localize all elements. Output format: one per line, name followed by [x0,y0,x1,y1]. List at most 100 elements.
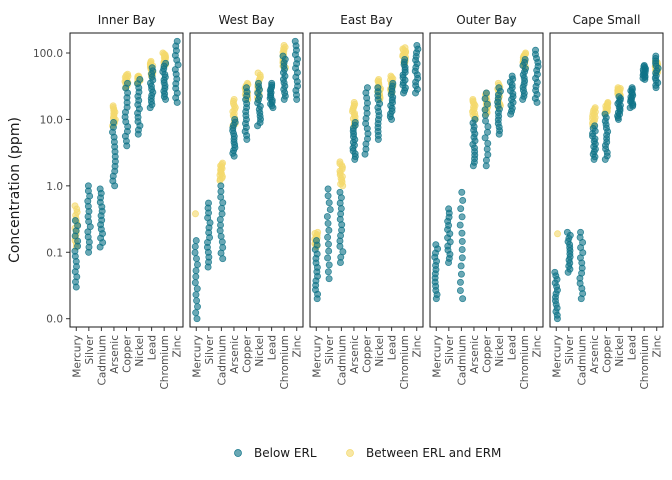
point-below-erl [324,254,332,262]
facet-strip-label: West Bay [218,13,274,27]
x-tick-label: Zinc [412,335,424,358]
point-below-erl [413,41,421,49]
point-between-erl-erm [604,99,612,106]
y-tick-label: 0.0 [46,314,63,326]
point-below-erl [71,217,79,225]
x-tick-label: Silver [84,334,96,364]
point-below-erl [401,55,409,63]
point-below-erl [456,278,464,286]
facet-east-bay: East Bay Mercury Silver Cadmium Arsenic Coppe… [309,13,424,390]
point-below-erl [482,156,490,164]
point-below-erl [192,291,200,299]
y-axis: 0.0 0.1 1.0 10.0 100.0 [33,48,70,326]
point-below-erl [324,185,332,193]
legend-label: Below ERL [254,446,317,460]
point-below-erl [136,75,144,83]
point-below-erl [325,226,333,234]
point-below-erl [432,241,440,249]
point-below-erl [551,268,559,276]
facet-strip-label: East Bay [340,13,392,27]
point-below-erl [481,111,489,119]
x-tick-label: Lead [387,335,399,360]
point-below-erl [458,229,466,237]
x-tick-label: Mercury [71,335,83,378]
point-below-erl [325,275,333,283]
facet-west-bay: West Bay Mercury Silver Cadmium Arsenic Coppe… [189,13,304,390]
point-below-erl [324,233,332,241]
point-below-erl [484,139,492,147]
point-below-erl [457,270,465,278]
x-tick-label: Chromium [399,335,411,390]
facet-inner-bay: Inner Bay Mercury Silver Cadmium Arsenic Copp… [69,13,184,390]
x-tick-label: Nickel [494,335,506,367]
x-tick-label: Arsenic [469,335,481,374]
point-below-erl [456,287,464,294]
point-below-erl [231,115,239,123]
point-below-erl [481,134,489,142]
point-below-erl [217,249,225,257]
point-below-erl [459,197,467,204]
x-tick-label: Cadmium [456,335,468,385]
point-below-erl [374,84,382,92]
point-below-erl [193,285,201,293]
point-below-erl [216,216,224,223]
point-below-erl [313,237,320,245]
point-between-erl-erm [219,159,226,167]
legend-swatch [234,449,242,457]
x-tick-label: Nickel [254,335,266,367]
point-below-erl [205,199,212,207]
point-below-erl [96,185,104,193]
x-tick-label: Copper [362,334,374,373]
point-below-erl [456,221,464,229]
x-tick-label: Cadmium [336,335,348,385]
point-below-erl [218,210,226,218]
facet-outer-bay: Outer Bay Mercury Silver Cadmium Arsenic Copp… [429,13,544,390]
point-below-erl [148,64,156,72]
x-tick-label: Arsenic [349,335,361,374]
x-tick-label: Copper [602,334,614,373]
point-below-erl [325,199,333,207]
point-between-erl-erm [192,210,199,218]
point-below-erl [563,228,571,236]
point-below-erl [615,93,623,101]
point-below-erl [291,37,299,45]
point-below-erl [192,309,200,317]
x-tick-label: Zinc [172,335,184,358]
x-tick-label: Lead [267,335,279,360]
x-tick-label: Zinc [652,335,664,358]
x-tick-label: Chromium [639,335,651,390]
point-below-erl [194,303,201,311]
x-tick-label: Cadmium [96,335,108,385]
x-tick-label: Chromium [279,335,291,390]
point-between-erl-erm [336,158,344,166]
x-tick-label: Mercury [191,335,203,378]
x-tick-label: Lead [627,335,639,360]
point-between-erl-erm [387,72,395,80]
x-tick-label: Zinc [532,335,544,358]
facet-cape-small: Cape Small Mercury Silver Cadmium Arsenic Cop… [549,13,664,390]
point-below-erl [640,61,648,69]
x-tick-label: Nickel [614,335,626,367]
point-below-erl [458,237,466,245]
point-below-erl [124,79,131,87]
x-tick-label: Silver [444,334,456,364]
point-below-erl [193,297,201,305]
point-below-erl [193,255,200,263]
x-tick-label: Cadmium [216,335,228,385]
point-below-erl [495,84,503,92]
point-below-erl [326,206,334,214]
point-below-erl [192,237,200,245]
x-tick-label: Arsenic [109,335,121,374]
x-tick-label: Silver [204,334,216,364]
point-between-erl-erm [375,75,383,83]
point-between-erl-erm [159,49,167,57]
facet-strip-label: Outer Bay [456,13,517,27]
point-between-erl-erm [109,102,117,110]
point-below-erl [218,238,226,246]
x-tick-label: Lead [147,335,159,360]
y-tick-label: 10.0 [40,114,63,126]
point-below-erl [484,123,492,131]
point-below-erl [363,84,371,92]
point-below-erl [458,246,466,254]
point-below-erl [191,243,199,251]
